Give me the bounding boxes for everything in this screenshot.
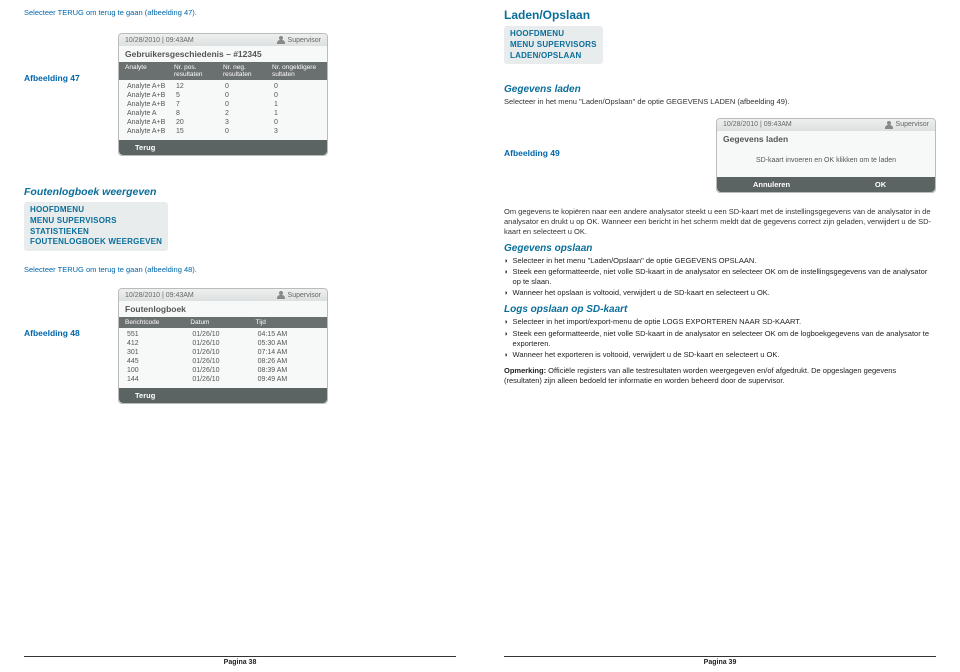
user-icon <box>277 36 285 44</box>
table-row: 14401/26/1009:49 AM <box>125 375 321 384</box>
table-row: Analyte A+B500 <box>125 91 321 100</box>
fig49-label: Afbeelding 49 <box>504 148 584 158</box>
table-row: Analyte A+B2030 <box>125 118 321 127</box>
bullet: ◗Wanneer het exporteren is voltooid, ver… <box>504 350 936 360</box>
panel-gegevens-laden: 10/28/2010 | 09:43AM Supervisor Gegevens… <box>716 118 936 193</box>
table-row: 30101/26/1007:14 AM <box>125 348 321 357</box>
user-icon <box>277 291 285 299</box>
col-pos: Nr. pos. resultaten <box>174 64 223 78</box>
panel48-columns: Berichtcode Datum Tijd <box>119 317 327 328</box>
menu-item: MENU SUPERVISORS <box>510 40 597 51</box>
menu-item: MENU SUPERVISORS <box>30 216 162 227</box>
menu-item: HOOFDMENU <box>30 205 162 216</box>
panel48-supervisor: Supervisor <box>288 292 321 299</box>
bullet: ◗Steek een geformatteerde, niet volle SD… <box>504 329 936 349</box>
bullet-text: Steek een geformatteerde, niet volle SD-… <box>513 267 936 287</box>
top-caption: Selecteer TERUG om terug te gaan (afbeel… <box>24 8 456 17</box>
panel47-table: Analyte A+B1200Analyte A+B500Analyte A+B… <box>125 82 321 136</box>
bullet-text: Wanneer het opslaan is voltooid, verwijd… <box>513 288 770 298</box>
bullet: ◗Selecteer in het menu "Laden/Opslaan" d… <box>504 256 936 266</box>
panel47-footer: Terug <box>119 140 327 155</box>
panel-user-history: 10/28/2010 | 09:43AM Supervisor Gebruike… <box>118 33 328 156</box>
panel47-timestamp: 10/28/2010 | 09:43AM <box>125 37 194 44</box>
sec1-text: Selecteer in het menu "Laden/Opslaan" de… <box>504 97 936 107</box>
errorlog-heading: Foutenlogboek weergeven <box>24 186 456 198</box>
panel47-supervisor: Supervisor <box>288 37 321 44</box>
laden-opslaan-heading: Laden/Opslaan <box>504 8 936 22</box>
page-left: Selecteer TERUG om terug te gaan (afbeel… <box>0 0 480 672</box>
table-row: 10001/26/1008:39 AM <box>125 366 321 375</box>
note: Opmerking: Officiële registers van alle … <box>504 366 936 386</box>
page-footer-right: Pagina 39 <box>504 656 936 666</box>
table-row: Analyte A+B1503 <box>125 127 321 136</box>
panel49-footer: Annuleren OK <box>717 177 935 192</box>
table-row: 44501/26/1008:26 AM <box>125 357 321 366</box>
bullet: ◗Selecteer in het import/export-menu de … <box>504 317 936 327</box>
bullet: ◗Wanneer het opslaan is voltooid, verwij… <box>504 288 936 298</box>
col-code: Berichtcode <box>125 319 190 326</box>
panel49-supervisor: Supervisor <box>896 121 929 128</box>
panel48-timestamp: 10/28/2010 | 09:43AM <box>125 292 194 299</box>
menu-item: HOOFDMENU <box>510 29 597 40</box>
panel47-columns: Analyte Nr. pos. resultaten Nr. neg. res… <box>119 62 327 80</box>
menu-breadcrumb-errorlog: HOOFDMENU MENU SUPERVISORS STATISTIEKEN … <box>24 202 168 251</box>
panel47-title: Gebruikersgeschiedenis – #12345 <box>119 46 327 62</box>
mid-caption: Selecteer TERUG om terug te gaan (afbeel… <box>24 265 456 274</box>
fig48-label: Afbeelding 48 <box>24 328 104 338</box>
col-date: Datum <box>190 319 255 326</box>
gegevens-laden-heading: Gegevens laden <box>504 84 936 95</box>
menu-item: FOUTENLOGBOEK WEERGEVEN <box>30 237 162 248</box>
page-right: Laden/Opslaan HOOFDMENU MENU SUPERVISORS… <box>480 0 960 672</box>
back-button[interactable]: Terug <box>123 388 167 403</box>
note-label: Opmerking: <box>504 366 546 375</box>
bullet-text: Wanneer het exporteren is voltooid, verw… <box>513 350 780 360</box>
ok-button[interactable]: OK <box>826 177 935 192</box>
menu-item: LADEN/OPSLAAN <box>510 51 597 62</box>
col-time: Tijd <box>256 319 321 326</box>
back-button[interactable]: Terug <box>123 140 167 155</box>
user-icon <box>885 121 893 129</box>
panel48-footer: Terug <box>119 388 327 403</box>
table-row: Analyte A+B1200 <box>125 82 321 91</box>
menu-breadcrumb-laden: HOOFDMENU MENU SUPERVISORS LADEN/OPSLAAN <box>504 26 603 64</box>
panel49-body: SD-kaart invoeren en OK klikken om te la… <box>756 157 896 164</box>
note-text: Officiële registers van alle testresulta… <box>504 366 896 385</box>
col-neg: Nr. neg. resultaten <box>223 64 272 78</box>
menu-item: STATISTIEKEN <box>30 227 162 238</box>
bullet-text: Selecteer in het menu "Laden/Opslaan" de… <box>513 256 757 266</box>
panel48-title: Foutenlogboek <box>119 301 327 317</box>
bullet-text: Steek een geformatteerde, niet volle SD-… <box>513 329 936 349</box>
panel-errorlog: 10/28/2010 | 09:43AM Supervisor Foutenlo… <box>118 288 328 404</box>
col-invalid: Nr. ongeldigere sultaten <box>272 64 321 78</box>
bullet-text: Selecteer in het import/export-menu de o… <box>513 317 802 327</box>
panel48-table: 55101/26/1004:15 AM41201/26/1005:30 AM30… <box>125 330 321 384</box>
panel49-title: Gegevens laden <box>717 131 935 147</box>
logs-opslaan-heading: Logs opslaan op SD-kaart <box>504 304 936 315</box>
table-row: 55101/26/1004:15 AM <box>125 330 321 339</box>
cancel-button[interactable]: Annuleren <box>717 177 826 192</box>
page-footer-left: Pagina 38 <box>24 656 456 666</box>
fig47-label: Afbeelding 47 <box>24 73 104 83</box>
panel49-timestamp: 10/28/2010 | 09:43AM <box>723 121 792 128</box>
col-analyte: Analyte <box>125 64 174 78</box>
gegevens-opslaan-heading: Gegevens opslaan <box>504 243 936 254</box>
table-row: Analyte A+B701 <box>125 100 321 109</box>
table-row: Analyte A821 <box>125 109 321 118</box>
bullet: ◗Steek een geformatteerde, niet volle SD… <box>504 267 936 287</box>
para1: Om gegevens te kopiëren naar een andere … <box>504 207 936 237</box>
table-row: 41201/26/1005:30 AM <box>125 339 321 348</box>
